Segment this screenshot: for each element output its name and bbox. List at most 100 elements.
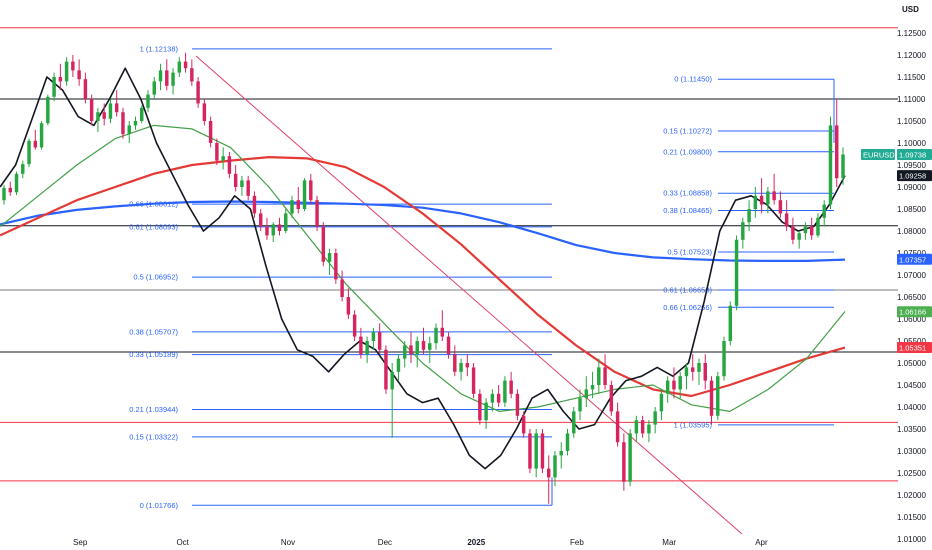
time-tick-label: Nov — [281, 538, 295, 547]
candle-body — [828, 125, 833, 205]
candle-body — [352, 314, 357, 337]
candle-body — [622, 442, 626, 482]
price-badge-label: 1.09738 — [899, 151, 926, 160]
fib-level-label: 0 (1.11450) — [674, 75, 712, 84]
price-tick-label: 1.03000 — [897, 447, 926, 456]
fib-level-label: 0.33 (1.05189) — [129, 350, 178, 359]
candle-body — [271, 224, 275, 236]
candle-body — [252, 195, 257, 214]
candle-body — [759, 195, 764, 205]
price-axis[interactable]: USD 1.12500 1.12000 1.11500 1.11000 1.10500 1… — [897, 5, 926, 544]
candle-body — [359, 336, 363, 355]
candlesticks — [2, 52, 845, 504]
candle-body — [233, 173, 238, 187]
candle-body — [396, 358, 401, 372]
candle-body — [127, 125, 131, 135]
price-tick-label: 1.08000 — [897, 227, 926, 236]
moving-average-line — [0, 156, 846, 398]
candle-body — [296, 200, 300, 209]
candle-body — [246, 180, 250, 196]
candle-body — [778, 200, 783, 214]
candle-body — [803, 226, 808, 234]
fibonacci-retracement-up[interactable]: 0 (1.11450) 0.15 (1.10272) 0.21 (1.09800) 0… — [663, 75, 835, 430]
price-badge-label: 1.06166 — [899, 308, 926, 317]
candle-body — [171, 72, 175, 86]
price-badge-label: 1.07357 — [899, 255, 926, 264]
candle-body — [515, 393, 520, 416]
fib-level-label: 0.38 (1.05707) — [129, 327, 178, 336]
price-tick-label: 1.07500 — [897, 249, 926, 258]
candle-body — [114, 103, 119, 113]
price-badge-label: 1.09258 — [899, 172, 926, 181]
price-tick-label: 1.11000 — [897, 95, 926, 104]
candle-body — [547, 468, 551, 478]
candle-body — [540, 433, 545, 469]
candle-body — [89, 99, 94, 121]
candle-body — [672, 380, 676, 390]
fibonacci-retracement-down[interactable]: 1 (1.12138)0.66 (1.08612)0.61 (1.08093)0… — [129, 44, 553, 510]
candle-body — [202, 103, 207, 121]
candle-body — [8, 187, 12, 193]
candle-body — [46, 96, 50, 124]
price-tick-label: 1.05500 — [897, 337, 926, 346]
candle-body — [503, 380, 507, 403]
candle-body — [415, 341, 419, 355]
fib-level-label: 0.15 (1.03322) — [129, 432, 178, 441]
candle-body — [390, 371, 394, 390]
candle-body — [628, 433, 632, 482]
candle-body — [703, 363, 707, 381]
candle-body — [177, 61, 182, 73]
price-badges: EURUSD 1.09738 1.09258 1.07357 1.06166 1.0535… — [861, 149, 932, 354]
candle-body — [572, 411, 576, 434]
fib-level-label: 0 (1.01766) — [140, 501, 179, 510]
candle-body — [321, 226, 326, 262]
candle-body — [741, 222, 745, 240]
candle-body — [565, 433, 570, 451]
trend-line[interactable] — [195, 55, 743, 535]
candle-body — [835, 125, 839, 179]
candle-body — [146, 94, 150, 108]
candle-body — [290, 200, 294, 214]
time-tick-label: Oct — [176, 538, 189, 547]
candle-body — [534, 433, 538, 469]
candle-body — [121, 112, 125, 135]
price-tick-label: 1.10000 — [897, 139, 926, 148]
candle-body — [284, 213, 288, 231]
moving-average-line — [0, 67, 846, 470]
candle-body — [490, 393, 495, 403]
candle-body — [766, 191, 770, 205]
price-tick-label: 1.05000 — [897, 359, 926, 368]
price-tick-label: 1.02500 — [897, 469, 926, 478]
candle-body — [697, 363, 701, 372]
candle-body — [64, 61, 69, 82]
candle-body — [96, 112, 100, 121]
price-badge — [861, 149, 895, 161]
candle-body — [553, 455, 557, 478]
candle-body — [434, 327, 438, 344]
candle-body — [440, 327, 445, 337]
fib-level-label: 0.21 (1.03944) — [129, 405, 178, 414]
price-tick-label: 1.12500 — [897, 29, 926, 38]
candle-body — [465, 363, 470, 368]
time-axis[interactable]: Sep Oct Nov Dec 2025 Feb Mar Apr — [73, 538, 768, 547]
candle-body — [196, 81, 200, 104]
fib-level-label: 1 (1.03595) — [674, 420, 713, 429]
fib-level-label: 0.66 (1.06266) — [663, 303, 712, 312]
candle-body — [190, 68, 194, 82]
candle-body — [634, 420, 639, 434]
price-tick-label: 1.06000 — [897, 315, 926, 324]
time-tick-label: Apr — [755, 538, 768, 547]
time-tick-label: Mar — [662, 538, 676, 547]
candle-body — [459, 363, 463, 372]
candle-body — [315, 200, 319, 227]
fib-level-label: 0.5 (1.06952) — [133, 273, 178, 282]
price-badge — [897, 149, 932, 161]
candle-body — [471, 367, 476, 394]
candle-body — [691, 367, 695, 372]
fib-level-label: 0.15 (1.10272) — [663, 127, 712, 136]
price-tick-label: 1.01000 — [897, 535, 926, 544]
fib-level-label: 0.61 (1.08093) — [129, 222, 178, 231]
time-tick-label: Dec — [378, 538, 392, 547]
candle-body — [402, 345, 407, 359]
